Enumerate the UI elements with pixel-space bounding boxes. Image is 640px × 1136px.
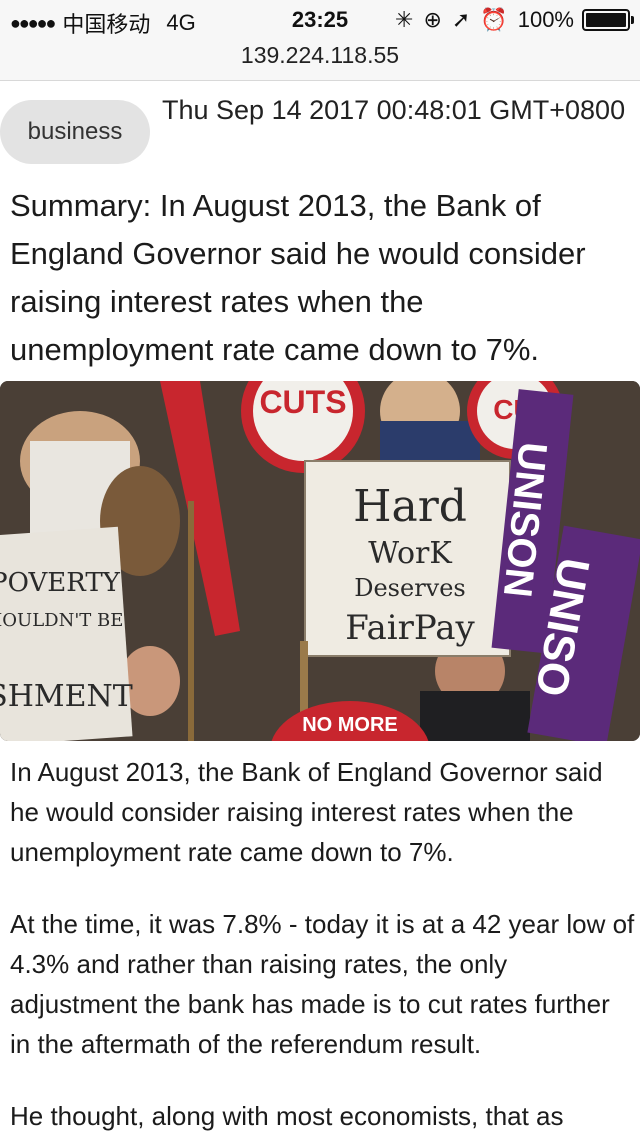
- sign-text-fairpay: FairPay: [345, 608, 475, 648]
- sign-text-no-more: NO MORE: [302, 714, 398, 736]
- flag-pole: [188, 501, 194, 741]
- address-text: 139.224.118.55: [240, 42, 400, 68]
- sign-text-shment: SHMENT: [0, 679, 133, 714]
- sign-text-shouldnt: HOULDN'T BE: [0, 610, 123, 631]
- sign-text-deserves: Deserves: [354, 574, 466, 602]
- poverty-sign: [0, 526, 133, 741]
- article-paragraph: He thought, along with most economists, …: [10, 1101, 564, 1131]
- activity-icon: ✳: [395, 7, 414, 32]
- article-paragraph: In August 2013, the Bank of England Gove…: [10, 757, 603, 867]
- unison-banner: [491, 389, 574, 654]
- sign-text-work: WorK: [368, 536, 452, 571]
- carrier-name: 中国移动: [62, 12, 151, 37]
- cuts-sign-text: CUTS: [259, 384, 346, 420]
- protest-photo-illustration: CUTS CUT Hard WorK Deserves FairPay POVE…: [0, 381, 640, 741]
- article-date: Thu Sep 14 2017 00:48:01 GMT+0800: [162, 95, 626, 125]
- status-bar: ●●●●● 中国移动 4G 23:25 ✳ ⊕ ➚ ⏰ 100%: [0, 0, 640, 40]
- red-flag: [160, 381, 240, 636]
- no-more-sign: [271, 701, 429, 741]
- status-time: 23:25: [291, 7, 349, 32]
- location-icon: ➚: [451, 7, 471, 32]
- lock-rotation-icon: ⊕: [423, 7, 442, 32]
- hard-work-sign: [304, 460, 511, 657]
- address-bar[interactable]: 139.224.118.55: [0, 40, 640, 81]
- person-shape: [100, 466, 180, 576]
- alarm-icon: ⏰: [480, 7, 508, 32]
- person-shape: [420, 691, 530, 741]
- article-paragraph: At the time, it was 7.8% - today it is a…: [10, 909, 635, 1059]
- category-tag[interactable]: business: [0, 100, 150, 164]
- battery-percent: 100%: [517, 7, 574, 32]
- sign-text-hard: Hard: [353, 481, 467, 532]
- article-summary: Summary: In August 2013, the Bank of Eng…: [10, 188, 586, 367]
- sign-text-poverty: POVERTY: [0, 568, 121, 598]
- unison-banner-2: [527, 525, 640, 741]
- article-photo: CUTS CUT Hard WorK Deserves FairPay POVE…: [0, 381, 640, 741]
- signal-strength-icon: ●●●●●: [10, 12, 56, 33]
- battery-icon: [582, 9, 634, 31]
- person-shape: [120, 646, 180, 716]
- network-type: 4G: [166, 10, 196, 35]
